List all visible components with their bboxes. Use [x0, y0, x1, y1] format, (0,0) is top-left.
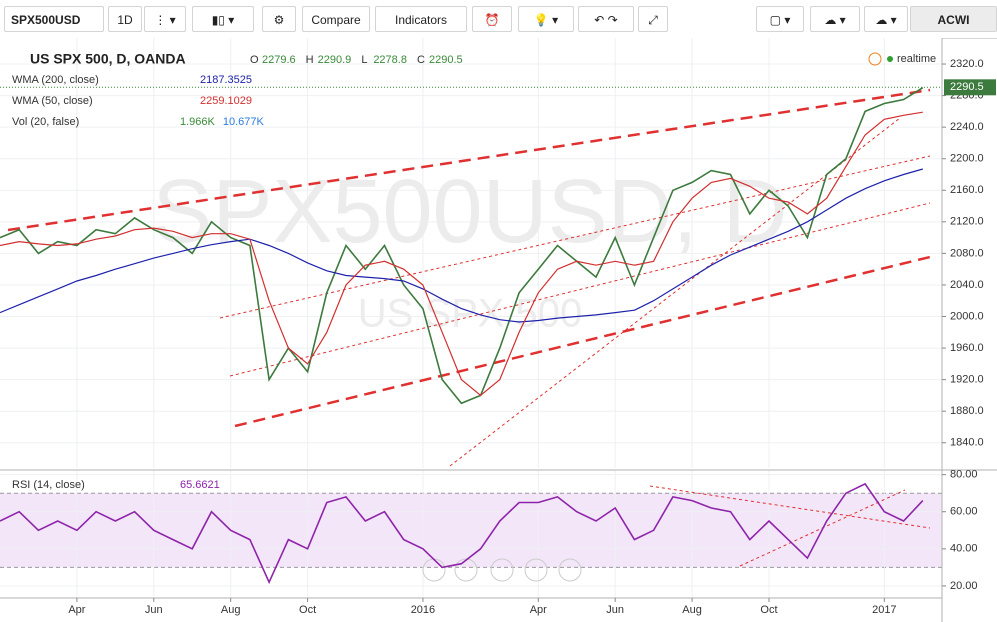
study-value: 10.677K [223, 116, 265, 128]
y-tick-label: 20.00 [950, 580, 978, 592]
y-tick-label: 60.00 [950, 506, 978, 518]
x-tick-label: Aug [682, 604, 702, 616]
indicators-button[interactable]: Indicators [375, 6, 467, 32]
last-price-tag [944, 79, 996, 96]
x-tick-label: Apr [68, 604, 85, 616]
x-tick-label: Aug [221, 604, 241, 616]
x-tick-label: Oct [760, 604, 777, 616]
watermark: SPX500USD, D [152, 162, 787, 262]
ideas-button[interactable]: 💡 ▾ [518, 6, 574, 32]
ohlc-label: H [306, 54, 314, 66]
study-value: 2259.1029 [200, 95, 252, 107]
alert-button[interactable]: ⏰ [472, 6, 512, 32]
ohlc-label: L [361, 54, 367, 66]
study-name: WMA (50, close) [12, 95, 93, 107]
rsi-value: 65.6621 [180, 479, 220, 491]
x-tick-label: Jun [145, 604, 163, 616]
rsi-band [0, 493, 942, 568]
ohlc-label: C [417, 54, 425, 66]
y-tick-label: 1840.0 [950, 437, 984, 449]
legend-title: US SPX 500, D, OANDA [30, 51, 186, 67]
x-tick-label: Jun [606, 604, 624, 616]
y-tick-label: 2000.0 [950, 310, 984, 322]
status-dot [887, 56, 893, 62]
x-tick-label: 2017 [872, 604, 896, 616]
y-tick-label: 2120.0 [950, 216, 984, 228]
x-tick-label: 2016 [411, 604, 435, 616]
last-price-text: 2290.5 [950, 81, 984, 93]
study-name: Vol (20, false) [12, 116, 79, 128]
series-line [0, 168, 923, 323]
zoom-controls [422, 558, 582, 582]
symbol-input[interactable]: SPX500USD [4, 6, 104, 32]
y-tick-label: 2160.0 [950, 184, 984, 196]
compare-button[interactable]: Compare [302, 6, 370, 32]
study-value: 1.966K [180, 116, 216, 128]
series-line [0, 87, 924, 405]
status-text: realtime [897, 53, 936, 65]
series-line [0, 111, 923, 397]
y-tick-label: 2320.0 [950, 58, 984, 70]
y-tick-label: 40.00 [950, 543, 978, 555]
settings-button[interactable]: ⚙ [262, 6, 296, 32]
y-tick-label: 2080.0 [950, 247, 984, 259]
study-name: WMA (200, close) [12, 74, 99, 86]
watermark-sub: US SPX 500 [358, 292, 583, 336]
snapshot-button[interactable]: ▢ ▾ [756, 6, 804, 32]
watchlist-button[interactable]: ACWI [910, 6, 997, 32]
series-line [0, 482, 924, 585]
save-button[interactable]: ☁ ▾ [864, 6, 908, 32]
y-tick-label: 2200.0 [950, 153, 984, 165]
trend-lines [7, 88, 931, 428]
x-tick-label: Apr [530, 604, 547, 616]
ohlc-value: 2290.5 [429, 54, 463, 66]
study-value: 2187.3525 [200, 74, 252, 86]
warning-icon[interactable] [868, 52, 882, 66]
y-tick-label: 1880.0 [950, 405, 984, 417]
fullscreen-button[interactable]: ⤢ [638, 6, 668, 32]
y-tick-label: 1920.0 [950, 374, 984, 386]
y-tick-label: 2040.0 [950, 279, 984, 291]
rsi-name: RSI (14, close) [12, 479, 85, 491]
ohlc-label: O [250, 54, 259, 66]
y-tick-label: 80.00 [950, 469, 978, 481]
undo-redo[interactable]: ↶ ↷ [578, 6, 634, 32]
chart: SPX500USD, D US SPX 500 US SPX 500, D, O… [0, 38, 997, 622]
x-tick-label: Oct [299, 604, 316, 616]
ohlc-value: 2290.9 [318, 54, 352, 66]
ohlc-value: 2278.8 [373, 54, 407, 66]
chart-style[interactable]: ▮▯ ▾ [192, 6, 254, 32]
ohlc-value: 2279.6 [262, 54, 296, 66]
y-tick-label: 2240.0 [950, 121, 984, 133]
interval-button[interactable]: 1D [108, 6, 142, 32]
load-button[interactable]: ☁ ▾ [810, 6, 860, 32]
toolbar: SPX500USD 1D ⋮ ▾ ▮▯ ▾ ⚙ Compare Indicato… [0, 0, 997, 39]
y-tick-label: 1960.0 [950, 342, 984, 354]
interval-menu[interactable]: ⋮ ▾ [144, 6, 186, 32]
